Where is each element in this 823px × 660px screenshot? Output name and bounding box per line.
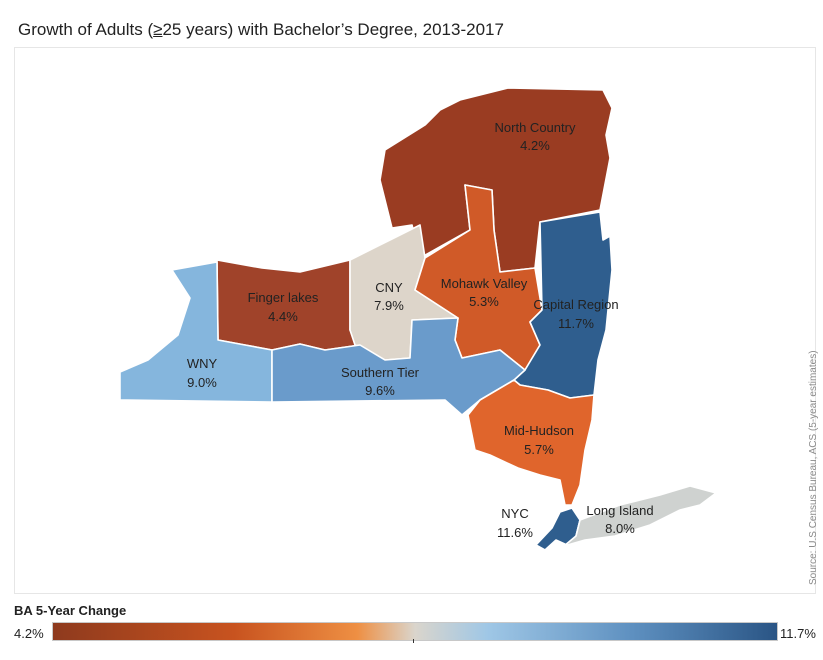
legend-max-label: 11.7%	[780, 626, 816, 641]
region-mid-hudson[interactable]	[467, 379, 595, 506]
label-north-country-name: North Country	[495, 120, 576, 135]
title-prefix: Growth of Adults (	[18, 20, 154, 39]
region-nyc[interactable]	[535, 507, 581, 551]
label-capital-region-name: Capital Region	[533, 297, 618, 312]
chart-title: Growth of Adults (≥25 years) with Bachel…	[18, 20, 504, 40]
label-cny-value: 7.9%	[374, 298, 404, 313]
label-long-island-value: 8.0%	[605, 521, 635, 536]
legend-color-ramp	[52, 622, 778, 641]
label-finger-lakes-name: Finger lakes	[248, 290, 319, 305]
source-note: Source: U.S Census Bureau, ACS (5-year e…	[808, 350, 819, 585]
label-nyc-name: NYC	[501, 506, 528, 521]
label-cny-name: CNY	[375, 280, 403, 295]
label-mid-hudson-value: 5.7%	[524, 442, 554, 457]
region-long-island[interactable]	[563, 485, 717, 547]
region-wny[interactable]	[119, 261, 273, 403]
label-mid-hudson-name: Mid-Hudson	[504, 423, 574, 438]
label-wny-name: WNY	[187, 356, 218, 371]
title-suffix: 25 years) with Bachelor’s Degree, 2013-2…	[162, 20, 504, 39]
label-mohawk-valley-name: Mohawk Valley	[441, 276, 528, 291]
legend-midpoint-tick	[413, 639, 414, 643]
label-southern-tier-value: 9.6%	[365, 383, 395, 398]
title-ge-symbol: ≥	[153, 20, 163, 39]
label-long-island-name: Long Island	[586, 503, 653, 518]
label-southern-tier-name: Southern Tier	[341, 365, 420, 380]
legend-title: BA 5-Year Change	[14, 603, 127, 618]
label-mohawk-valley-value: 5.3%	[469, 294, 499, 309]
label-north-country-value: 4.2%	[520, 138, 550, 153]
label-capital-region-value: 11.7%	[558, 316, 594, 331]
legend-min-label: 4.2%	[14, 626, 44, 641]
label-nyc-value: 11.6%	[497, 525, 533, 540]
region-finger-lakes[interactable]	[216, 259, 361, 351]
label-wny-value: 9.0%	[187, 375, 217, 390]
label-finger-lakes-value: 4.4%	[268, 309, 298, 324]
region-southern-tier[interactable]	[271, 317, 526, 416]
